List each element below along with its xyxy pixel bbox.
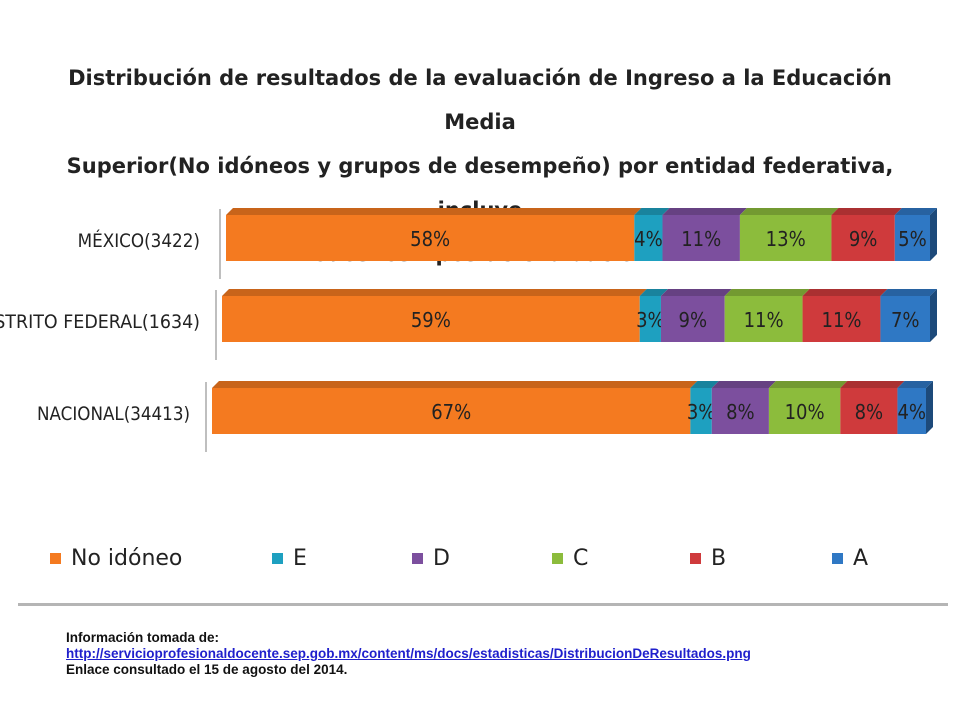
bar-segment-b [840,381,905,434]
legend-item: A [832,540,868,576]
bar-segment-b [802,289,888,342]
bar-segment-no-idoneo [212,381,698,434]
category-label: MÉXICO(3422) [78,229,200,252]
source-date: Enlace consultado el 15 de agosto del 20… [66,662,348,677]
legend-label: B [711,545,727,571]
data-label: 11% [681,227,721,251]
source-note: Información tomada de: http://serviciopr… [66,630,946,678]
data-label: 3% [636,308,665,332]
bar-segment-a [880,289,937,342]
legend-swatch [832,552,843,564]
category-label: NACIONAL(34413) [37,403,190,425]
bar-segment-no-idoneo [222,289,647,342]
bar-segment-c [724,289,810,342]
legend-swatch [552,552,563,564]
data-label: 9% [849,227,878,251]
bar-segment-d [711,381,776,434]
legend-item: E [272,540,307,576]
bar-segment-no-idoneo [226,208,642,261]
bar-segment-a [897,381,933,434]
legend-label: C [573,545,589,571]
stacked-bar-chart: 58% 4% 11% 13% 9% 5% MÉXICO(3422) 59% 3% 9% 11% 11%… [0,208,937,452]
data-label: 5% [898,227,927,251]
data-label: 4% [634,227,663,251]
legend-label: A [853,545,869,571]
chart-legend: No idóneo E D C B A [0,534,960,582]
legend-label: D [433,545,450,571]
data-label: 8% [726,400,755,424]
legend-item: C [552,540,588,576]
bar-segment-e [690,381,719,434]
data-label: 7% [891,308,920,332]
data-label: 3% [687,400,716,424]
data-label: 8% [855,400,884,424]
data-label: 10% [785,400,825,424]
chart-title-line-1: Distribución de resultados de la evaluac… [68,66,892,134]
legend-swatch [272,552,283,564]
legend-swatch [50,552,61,564]
data-label: 13% [766,227,806,251]
divider [18,603,948,606]
data-label: 11% [744,308,784,332]
data-label: 11% [822,308,862,332]
legend-swatch [412,552,423,564]
bar-segment-e [639,289,668,342]
bar-segment-a [894,208,937,261]
data-label: 4% [897,400,926,424]
category-label: DISTRITO FEDERAL(1634) [0,311,200,333]
legend-label: E [293,545,307,571]
source-intro: Información tomada de: [66,630,220,645]
legend-item: B [690,540,726,576]
bar-segment-d [662,208,747,261]
data-label: 59% [411,308,451,332]
chart-title-line-2: Superior(No idóneos y grupos de desempeñ… [66,154,894,222]
bar-segment-c [739,208,839,261]
legend-item: D [412,540,450,576]
bar-segment-c [768,381,848,434]
data-label: 58% [410,227,450,251]
legend-swatch [690,552,701,564]
bar-segment-d [660,289,732,342]
legend-label: No idóneo [71,545,183,571]
data-label: 9% [679,308,708,332]
data-label: 67% [431,400,471,424]
bar-segment-b [831,208,902,261]
bar-segment-e [634,208,670,261]
source-link[interactable]: http://servicioprofesionaldocente.sep.go… [66,646,751,661]
legend-item: No idóneo [50,540,182,576]
